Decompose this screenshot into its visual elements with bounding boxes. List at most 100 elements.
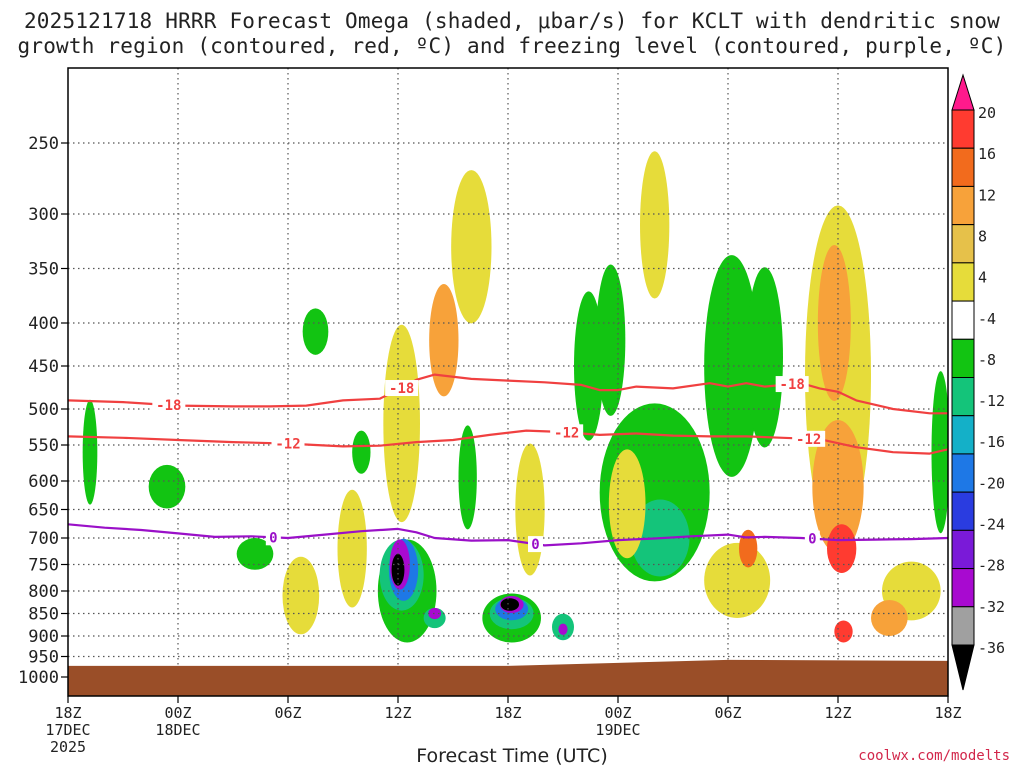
- x-tick-label-1-1: 18DEC: [155, 721, 200, 739]
- colorbar-label--28: -28: [978, 557, 1005, 575]
- y-tick-label-1000: 1000: [18, 668, 59, 688]
- colorbar-label--8: -8: [978, 351, 996, 369]
- x-axis-title: Forecast Time (UTC): [416, 745, 608, 767]
- dgz-minus-18-line: [68, 373, 948, 415]
- omega-cell-6: [148, 464, 186, 509]
- y-tick-label-800: 800: [28, 582, 59, 602]
- dgz-minus-12-label-0: -12: [275, 437, 300, 453]
- colorbar-label--4: -4: [978, 310, 996, 328]
- dgz-minus-18-label-0: -18: [156, 398, 181, 414]
- freezing-level-label-bg-1: [528, 536, 543, 553]
- omega-cell-34: [391, 553, 405, 586]
- omega-cell-27: [739, 529, 758, 568]
- colorbar-label-8: 8: [978, 227, 987, 245]
- freezing-level-line: [68, 523, 948, 547]
- omega-cell-14: [640, 151, 670, 299]
- colorbar-swatch-3: [951, 224, 975, 264]
- colorbar-swatch-5: [951, 300, 975, 340]
- y-tick-label-750: 750: [28, 556, 59, 576]
- omega-cell-13: [451, 170, 492, 324]
- colorbar-swatch-10: [951, 491, 975, 531]
- colorbar-swatch-7: [951, 377, 975, 417]
- omega-cell-26: [827, 524, 857, 573]
- y-tick-label-350: 350: [28, 260, 59, 280]
- colorbar-label--12: -12: [978, 392, 1005, 410]
- omega-cell-4: [746, 267, 784, 448]
- dgz-minus-18-label-bg-2: [775, 376, 809, 393]
- x-tick-label-7-0: 12Z: [824, 704, 851, 722]
- omega-cell-25: [515, 443, 545, 576]
- chart-title-line-2: growth region (contoured, red, ºC) and f…: [17, 34, 1007, 58]
- omega-cell-43: [558, 623, 568, 635]
- x-tick-label-5-1: 19DEC: [595, 721, 640, 739]
- dgz-minus-18-label-2: -18: [780, 377, 805, 393]
- y-tick-label-850: 850: [28, 605, 59, 625]
- x-tick-label-1-0: 00Z: [164, 704, 191, 722]
- colorbar-label--20: -20: [978, 474, 1005, 492]
- site-watermark[interactable]: coolwx.com/modelts: [858, 748, 1010, 764]
- y-tick-label-400: 400: [28, 314, 59, 334]
- y-tick-label-650: 650: [28, 501, 59, 521]
- omega-cell-20: [704, 542, 771, 618]
- omega-cell-11: [458, 425, 477, 530]
- x-tick-label-0-0: 18Z: [54, 704, 81, 722]
- dgz-minus-12-label-bg-1: [550, 424, 584, 441]
- y-tick-label-900: 900: [28, 627, 59, 647]
- colorbar-label--24: -24: [978, 516, 1005, 534]
- colorbar: 20 16 12 8 4 -4 -8 -12 -16 -20 -24 -28 -32 -36: [951, 73, 1005, 691]
- x-tick-label-4-0: 18Z: [494, 704, 521, 722]
- colorbar-label--32: -32: [978, 598, 1005, 616]
- x-tick-label-5-0: 00Z: [604, 704, 631, 722]
- y-tick-label-250: 250: [28, 134, 59, 154]
- omega-cell-41: [428, 607, 442, 620]
- y-tick-label-600: 600: [28, 472, 59, 492]
- omega-cell-19: [608, 449, 646, 559]
- y-tick-label-300: 300: [28, 205, 59, 225]
- omega-cell-8: [302, 308, 329, 355]
- freezing-level-label-1: 0: [531, 537, 539, 553]
- colorbar-swatch-9: [951, 453, 975, 493]
- dgz-minus-12-label-bg-2: [792, 430, 826, 447]
- ground-surface: [68, 659, 948, 696]
- y-tick-label-700: 700: [28, 529, 59, 549]
- omega-cell-23: [282, 556, 320, 635]
- colorbar-label-20: 20: [978, 104, 996, 122]
- y-tick-label-950: 950: [28, 648, 59, 668]
- omega-shading-layer: [68, 68, 948, 696]
- x-tick-label-0-2: 2025: [50, 738, 86, 756]
- omega-cell-24: [383, 324, 420, 523]
- x-tick-label-8-0: 18Z: [934, 704, 961, 722]
- y-tick-label-550: 550: [28, 436, 59, 456]
- colorbar-swatch-6: [951, 338, 975, 378]
- colorbar-label-16: 16: [978, 145, 996, 163]
- omega-cell-28: [834, 620, 853, 643]
- colorbar-swatch-11: [951, 529, 975, 570]
- surface-layer: [68, 659, 948, 696]
- chart-title-line-1: 2025121718 HRRR Forecast Omega (shaded, …: [23, 9, 1001, 33]
- omega-cell-9: [82, 399, 98, 505]
- colorbar-swatch-8: [951, 415, 975, 455]
- dgz-minus-12-label-bg-0: [271, 435, 305, 452]
- colorbar-swatch-12: [951, 568, 975, 608]
- y-tick-label-450: 450: [28, 357, 59, 377]
- colorbar-label--16: -16: [978, 433, 1005, 451]
- omega-cell-39: [500, 598, 519, 611]
- omega-cell-7: [236, 538, 274, 570]
- dgz-minus-12-label-2: -12: [796, 432, 821, 448]
- omega-cell-10: [352, 430, 371, 474]
- freezing-level-label-0: 0: [269, 530, 277, 546]
- x-tick-label-6-0: 06Z: [714, 704, 741, 722]
- colorbar-label-12: 12: [978, 186, 996, 204]
- colorbar-bottom-arrow: [951, 644, 975, 691]
- freezing-level-label-2: 0: [808, 532, 816, 548]
- dgz-minus-18-label-bg-0: [152, 396, 186, 413]
- dgz-minus-12-label-1: -12: [554, 425, 579, 441]
- freezing-level-label-bg-0: [265, 529, 281, 546]
- colorbar-label--36: -36: [978, 639, 1005, 657]
- omega-cell-3: [704, 255, 760, 477]
- x-tick-label-3-0: 12Z: [384, 704, 411, 722]
- dgz-minus-18-label-bg-1: [385, 380, 419, 397]
- colorbar-top-arrow: [951, 73, 975, 111]
